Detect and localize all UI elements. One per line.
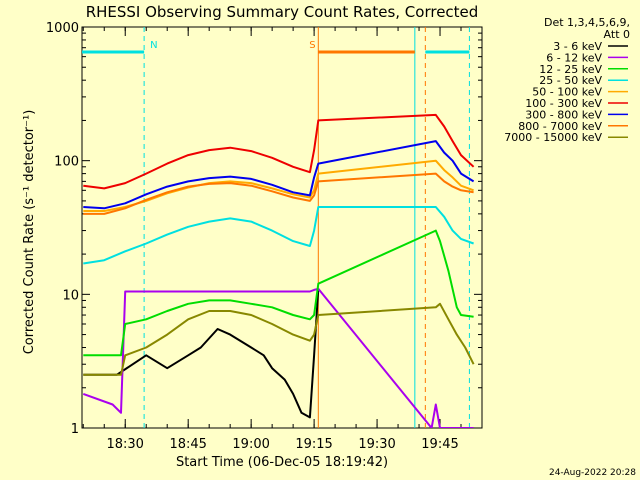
y-tick-label: 100: [54, 155, 79, 170]
chart-title: RHESSI Observing Summary Count Rates, Co…: [86, 3, 479, 21]
plot-frame: [81, 26, 483, 429]
x-tick-label: 19:45: [421, 437, 458, 452]
x-tick-label: 18:30: [106, 437, 143, 452]
series-line-6: [83, 113, 475, 190]
series-line-5: [83, 159, 474, 212]
series-line-8: [83, 172, 474, 215]
legend-label-7: 300 - 800 keV: [525, 108, 602, 121]
legend-label-8: 800 - 7000 keV: [518, 120, 602, 133]
y-tick-label: 10: [62, 288, 79, 303]
x-tick-label: 19:00: [232, 437, 269, 452]
state-bar-label: N: [150, 40, 157, 51]
series-line-1: [83, 288, 320, 419]
legend-header-line-1: Det 1,3,4,5,6,9,: [544, 16, 630, 29]
legend-label-3: 12 - 25 keV: [539, 63, 602, 76]
series-line-9: [83, 302, 475, 376]
y-tick-label: 1000: [46, 21, 79, 36]
footer-date: 24-Aug-2022 20:28: [549, 468, 636, 478]
series-line-7: [83, 140, 475, 210]
legend-label-9: 7000 - 15000 keV: [504, 131, 602, 144]
legend-header-line-2: Att 0: [604, 28, 630, 41]
series-line-3: [83, 229, 474, 357]
y-axis-label: Corrected Count Rate (s⁻¹ detector⁻¹): [22, 110, 37, 355]
legend-label-6: 100 - 300 keV: [525, 97, 602, 110]
x-tick-label: 19:30: [358, 437, 395, 452]
x-axis-label: Start Time (06-Dec-05 18:19:42): [176, 455, 388, 470]
plot-area: 1 10 100 1000 18:30 18:45 19:00 19:15 19:30 19:45…: [46, 21, 483, 452]
series-line-2: [82, 287, 474, 428]
x-tick-label: 19:15: [295, 437, 332, 452]
state-bar-label: S: [309, 40, 315, 51]
y-tick-label: 1: [71, 422, 79, 437]
legend-label-2: 6 - 12 keV: [546, 51, 602, 64]
x-tick-label: 18:45: [169, 437, 206, 452]
legend-label-4: 25 - 50 keV: [539, 74, 602, 87]
legend-label-1: 3 - 6 keV: [553, 40, 602, 53]
legend-label-5: 50 - 100 keV: [532, 86, 602, 99]
series-line-4: [83, 206, 474, 265]
